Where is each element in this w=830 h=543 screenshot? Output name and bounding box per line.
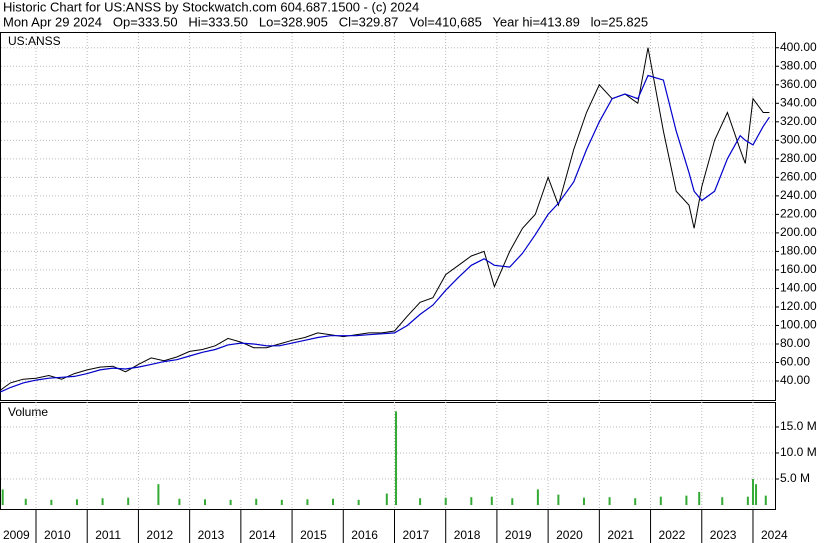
price-line	[0, 74, 770, 393]
y-tick-label: 60.00	[780, 355, 810, 369]
x-tick-label: 2012	[146, 528, 173, 542]
x-tick-label: 2022	[659, 528, 686, 542]
volume-bar	[764, 495, 767, 505]
x-tick-label: 2016	[351, 528, 378, 542]
x-tick-label: 2009	[3, 528, 30, 542]
x-tick-label: 2018	[454, 528, 481, 542]
volume-bar	[178, 498, 181, 505]
volume-bar	[751, 478, 754, 505]
volume-bar	[608, 497, 611, 505]
volume-bar	[444, 497, 447, 505]
volume-bar	[470, 497, 473, 505]
volume-bar	[24, 498, 27, 505]
volume-bar	[395, 411, 398, 505]
volume-bar	[332, 498, 335, 505]
volume-bar	[127, 497, 130, 505]
volume-bar	[101, 498, 104, 505]
y-tick-label: 320.00	[780, 114, 817, 128]
y-tick-label: 240.00	[780, 188, 817, 202]
y-tick-label: 180.00	[780, 244, 817, 258]
volume-bar	[75, 499, 78, 505]
volume-bar	[536, 489, 539, 505]
volume-bar	[229, 499, 232, 505]
volume-bar	[280, 499, 283, 505]
volume-bar	[490, 496, 493, 505]
volume-bar	[634, 498, 637, 505]
y-tick-label: 40.00	[780, 373, 810, 387]
x-tick-label: 2024	[761, 528, 788, 542]
x-tick-label: 2021	[607, 528, 634, 542]
volume-bar	[1, 489, 4, 505]
volume-bar	[659, 496, 662, 505]
volume-bar	[557, 494, 560, 505]
volume-label: Volume	[8, 405, 48, 419]
y-tick-label: 220.00	[780, 207, 817, 221]
y-tick-label: 160.00	[780, 262, 817, 276]
y-tick-label: 200.00	[780, 225, 817, 239]
volume-bar	[255, 498, 258, 505]
y-tick-label: 140.00	[780, 281, 817, 295]
volume-bar	[698, 491, 701, 505]
volume-bar	[385, 493, 388, 505]
y-tick-label: 260.00	[780, 170, 817, 184]
x-tick-label: 2017	[402, 528, 429, 542]
volume-bar	[755, 484, 758, 505]
header-quote: Mon Apr 29 2024 Op=333.50 Hi=333.50 Lo=3…	[3, 14, 648, 29]
volume-bar	[419, 498, 422, 505]
volume-panel	[0, 402, 776, 510]
y-tick-label: 400.00	[780, 40, 817, 54]
y-tick-label: 120.00	[780, 299, 817, 313]
x-tick-label: 2019	[505, 528, 532, 542]
y-tick-label: 10.0 M	[780, 445, 817, 459]
volume-bar	[50, 499, 53, 505]
header-title: Historic Chart for US:ANSS by Stockwatch…	[3, 0, 419, 14]
volume-bar	[511, 498, 514, 505]
volume-bar	[582, 497, 585, 505]
x-tick-label: 2020	[556, 528, 583, 542]
y-tick-label: 360.00	[780, 77, 817, 91]
price-panel	[0, 32, 776, 401]
x-tick-label: 2013	[198, 528, 225, 542]
y-tick-label: 340.00	[780, 95, 817, 109]
x-tick-label: 2023	[710, 528, 737, 542]
y-tick-label: 80.00	[780, 336, 810, 350]
volume-bar	[357, 499, 360, 505]
symbol-label: US:ANSS	[8, 34, 61, 48]
y-tick-label: 380.00	[780, 58, 817, 72]
y-tick-label: 300.00	[780, 132, 817, 146]
volume-bar	[204, 499, 207, 505]
x-tick-label: 2011	[95, 528, 121, 542]
x-tick-label: 2010	[44, 528, 71, 542]
y-tick-label: 100.00	[780, 318, 817, 332]
y-tick-label: 15.0 M	[780, 419, 817, 433]
volume-bar	[721, 497, 724, 505]
volume-bar	[685, 495, 688, 505]
y-tick-label: 5.0 M	[780, 471, 810, 485]
volume-bar	[306, 499, 309, 505]
volume-bar	[746, 496, 749, 505]
volume-bar	[157, 484, 160, 505]
x-tick-label: 2014	[249, 528, 276, 542]
x-tick-label: 2015	[300, 528, 327, 542]
y-tick-label: 280.00	[780, 151, 817, 165]
